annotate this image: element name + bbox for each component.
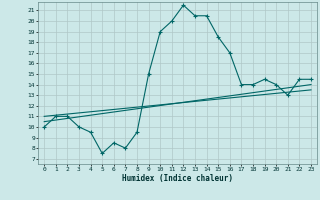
X-axis label: Humidex (Indice chaleur): Humidex (Indice chaleur) [122, 174, 233, 183]
